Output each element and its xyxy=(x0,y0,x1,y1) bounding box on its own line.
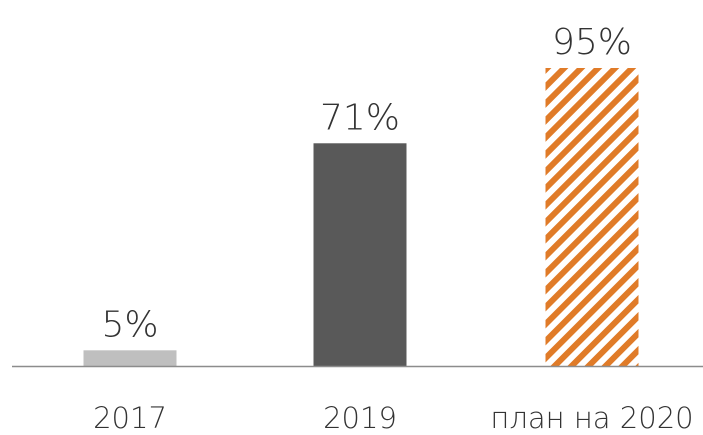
x-tick-label: план на 2020 xyxy=(490,401,693,435)
bar xyxy=(83,350,177,366)
bar xyxy=(313,143,407,366)
value-label: 95% xyxy=(552,22,632,63)
x-tick-label: 2019 xyxy=(323,401,397,435)
value-label: 5% xyxy=(101,304,158,345)
bar xyxy=(545,68,639,366)
value-label: 71% xyxy=(320,97,400,138)
x-tick-label: 2017 xyxy=(93,401,167,435)
